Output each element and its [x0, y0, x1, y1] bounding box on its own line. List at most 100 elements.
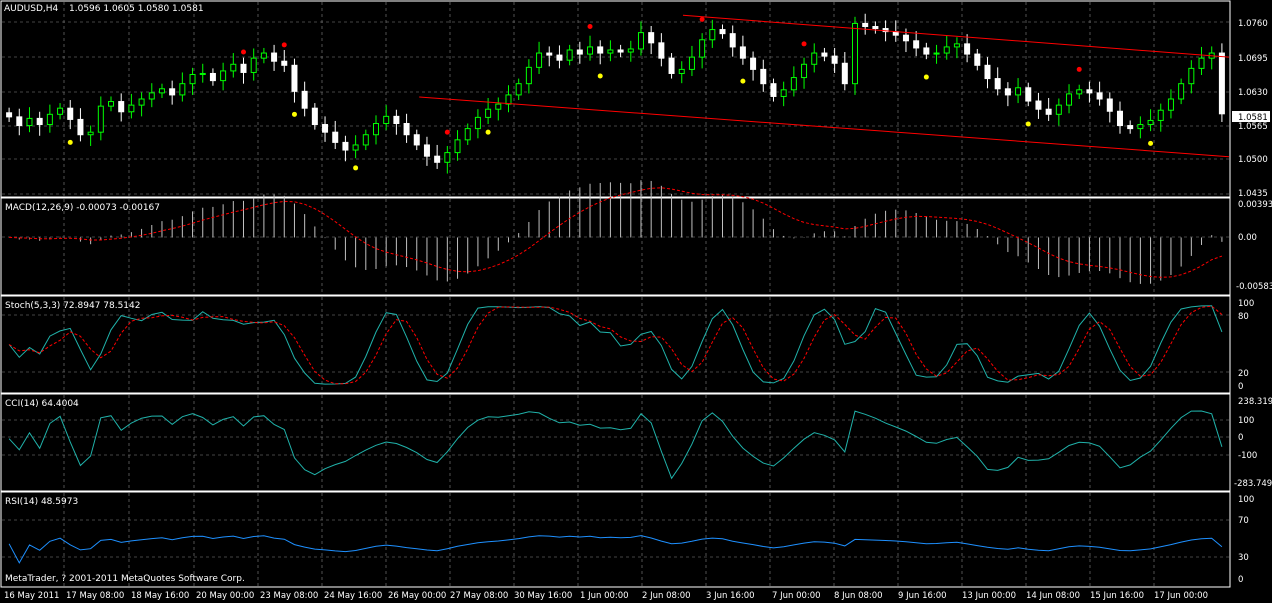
bull-candle: [485, 108, 492, 118]
bull-candle: [1198, 57, 1205, 69]
bull-candle: [933, 52, 940, 55]
bull-candle: [464, 128, 471, 141]
bull-candle: [801, 63, 808, 79]
macd-label: MACD(12,26,9) -0.00073 -0.00167: [5, 203, 160, 213]
bear-candle: [760, 68, 767, 85]
bear-candle: [434, 155, 441, 163]
bull-candle: [352, 144, 359, 151]
bull-candle: [57, 107, 64, 115]
rsi-line: [8, 535, 1223, 564]
bear-candle: [617, 49, 624, 53]
bear-candle: [169, 88, 176, 96]
bear-candle: [668, 57, 675, 74]
macd-tick: -0.00583: [1236, 282, 1272, 292]
macd-pane[interactable]: [0, 197, 1231, 296]
fractal-up-marker: [444, 129, 450, 135]
cci-line: [8, 410, 1223, 480]
bear-candle: [77, 118, 84, 136]
bear-candle: [1086, 89, 1093, 94]
stoch-tick: 80: [1238, 312, 1249, 322]
bull-candle: [1167, 98, 1174, 111]
cci-tick: -283.749: [1234, 479, 1272, 489]
bull-candle: [953, 43, 960, 48]
bear-candle: [658, 42, 665, 59]
bull-candle: [1076, 89, 1083, 95]
bear-candle: [1004, 88, 1011, 96]
stoch-main-line: [8, 305, 1223, 385]
price-candles: [6, 13, 1230, 174]
bull-candle: [138, 98, 145, 106]
bull-candle: [1066, 93, 1073, 106]
bull-candle: [128, 104, 135, 113]
channel-upper-line: [682, 14, 1230, 58]
stoch-pane[interactable]: [0, 295, 1231, 394]
bull-candle: [179, 83, 186, 96]
symbol-label: AUDUSD,H4: [4, 4, 59, 14]
time-tick: 7 Jun 00:00: [772, 591, 821, 601]
bear-candle: [597, 46, 604, 54]
bull-candle: [852, 22, 859, 85]
bear-candle: [322, 124, 329, 133]
bull-candle: [515, 83, 522, 96]
bull-candle: [1147, 119, 1154, 126]
fractal-down-marker: [67, 139, 73, 145]
bear-candle: [291, 64, 298, 92]
rsi-tick: 30: [1238, 553, 1249, 563]
price-tick: 1.0695: [1238, 54, 1268, 64]
current-price-tag: [1232, 111, 1270, 122]
cci-pane[interactable]: [0, 393, 1231, 492]
time-tick: 14 Jun 08:00: [1026, 591, 1080, 601]
time-tick: 8 Jun 08:00: [834, 591, 883, 601]
time-tick: 1 Jun 00:00: [580, 591, 629, 601]
bull-candle: [383, 115, 390, 125]
price-pane[interactable]: [0, 0, 1231, 198]
bear-candle: [1116, 110, 1123, 127]
bear-candle: [67, 107, 74, 120]
fractal-up-marker: [801, 41, 807, 47]
bear-candle: [872, 26, 879, 30]
bull-candle: [587, 46, 594, 55]
fractal-down-marker: [291, 111, 297, 117]
bull-candle: [688, 56, 695, 70]
bull-candle: [678, 68, 685, 74]
bear-candle: [913, 40, 920, 49]
bear-candle: [413, 134, 420, 146]
bear-candle: [964, 43, 971, 55]
fractal-down-marker: [1148, 140, 1154, 146]
rsi-pane[interactable]: [0, 491, 1231, 588]
bull-candle: [362, 134, 369, 146]
bear-candle: [821, 52, 828, 57]
rsi-label: RSI(14) 48.5973: [5, 497, 78, 507]
fractal-down-marker: [597, 73, 603, 79]
bear-candle: [36, 117, 43, 126]
bull-candle: [220, 70, 227, 82]
fractal-down-marker: [353, 165, 359, 171]
price-tick: 1.0630: [1238, 88, 1268, 98]
bear-candle: [556, 54, 563, 61]
time-tick: 26 May 00:00: [388, 591, 446, 601]
bear-candle: [332, 131, 339, 143]
cci-tick: 0: [1238, 433, 1243, 443]
fractal-up-marker: [699, 16, 705, 22]
bear-candle: [576, 49, 583, 55]
time-tick: 17 Jun 00:00: [1154, 591, 1208, 601]
bull-candle: [189, 73, 196, 85]
bear-candle: [423, 144, 430, 157]
time-tick: 9 Jun 16:00: [898, 591, 947, 601]
time-tick: 15 Jun 16:00: [1090, 591, 1144, 601]
bull-candle: [87, 131, 94, 136]
bull-candle: [505, 94, 512, 105]
grid-layer: [2, 2, 1229, 586]
bear-candle: [750, 57, 757, 70]
price-tick: 1.0435: [1238, 189, 1268, 199]
fractal-down-marker: [740, 78, 746, 84]
time-tick: 20 May 00:00: [196, 591, 254, 601]
macd-tick: 0.00: [1238, 233, 1257, 243]
bull-candle: [607, 49, 614, 54]
bear-candle: [1106, 98, 1113, 112]
cci-tick: 100: [1238, 416, 1254, 426]
cci-tick: 238.319: [1238, 397, 1272, 407]
bull-candle: [495, 103, 502, 110]
